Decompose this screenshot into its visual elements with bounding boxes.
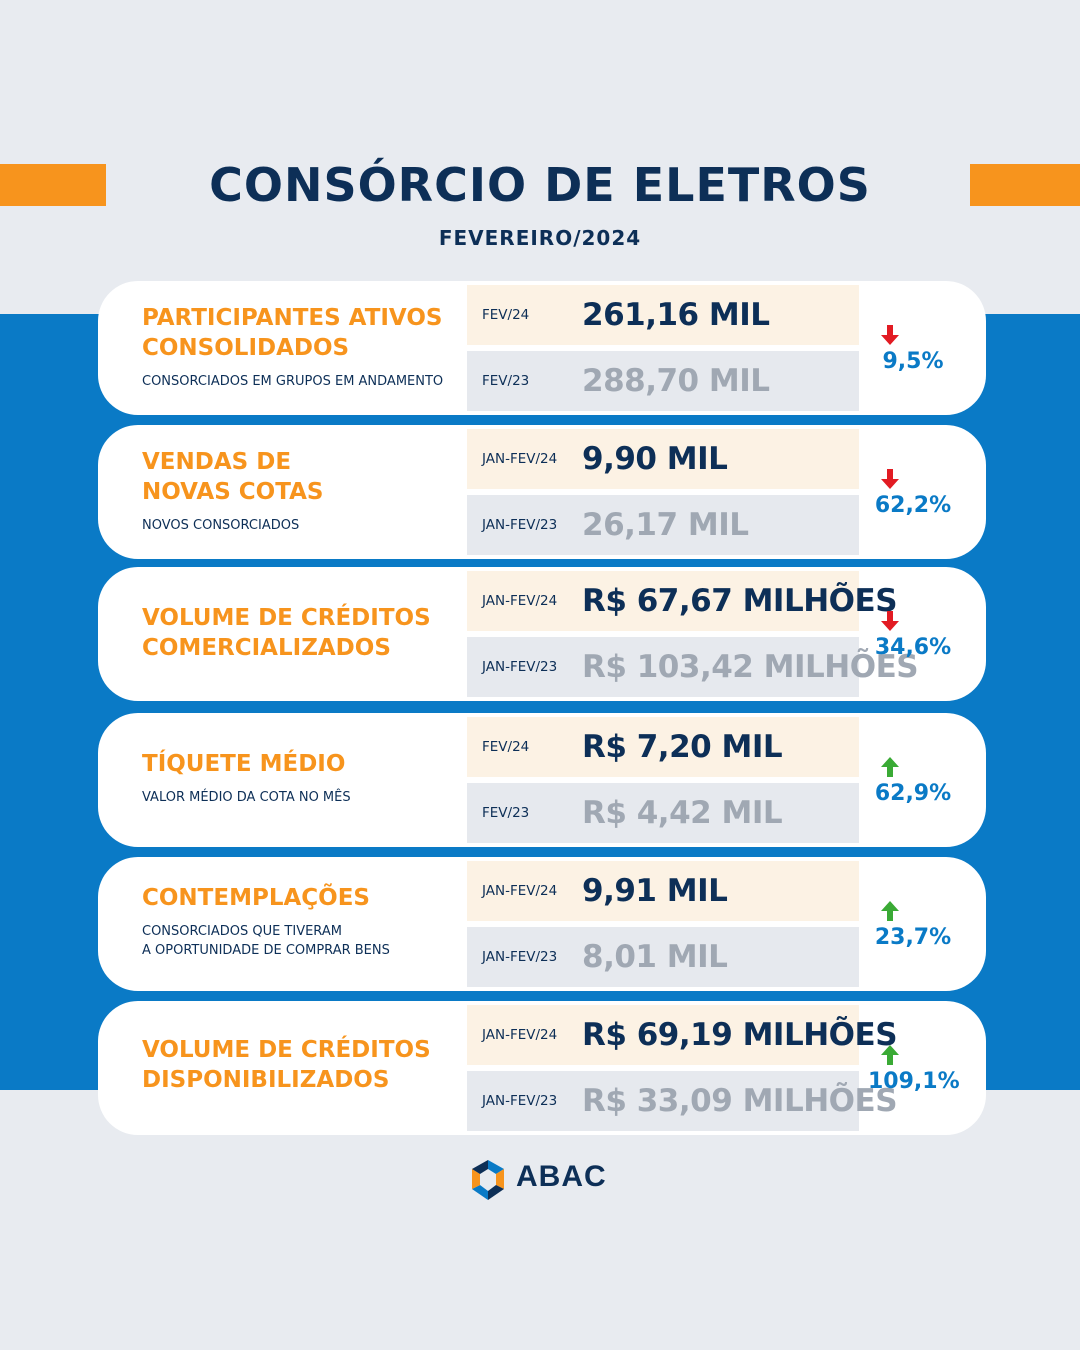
change-percent: 23,7% — [874, 925, 952, 950]
metric-card: VOLUME DE CRÉDITOS DISPONIBILIZADOS JAN-F… — [98, 1001, 986, 1135]
change-percent: 109,1% — [868, 1069, 960, 1094]
current-value: R$ 69,19 MILHÕES — [582, 1017, 898, 1053]
previous-value: R$ 33,09 MILHÕES — [582, 1083, 898, 1119]
current-value: 9,90 MIL — [582, 441, 728, 477]
change-indicator: 62,2% — [868, 425, 976, 559]
arrow-up-icon — [881, 1045, 899, 1065]
current-period: JAN-FEV/24 — [482, 883, 558, 899]
current-row: JAN-FEV/24 R$ 67,67 MILHÕES — [467, 571, 898, 631]
previous-row: FEV/23 R$ 4,42 MIL — [467, 783, 859, 843]
left-orange-accent — [0, 164, 106, 206]
card-label: TÍQUETE MÉDIO VALOR MÉDIO DA COTA NO MÊS — [142, 749, 462, 807]
card-label: CONTEMPLAÇÕES CONSORCIADOS QUE TIVERAM A … — [142, 883, 462, 960]
current-value: R$ 67,67 MILHÕES — [582, 583, 898, 619]
card-description: VALOR MÉDIO DA COTA NO MÊS — [142, 790, 351, 805]
change-indicator: 34,6% — [868, 567, 976, 701]
card-title: VOLUME DE CRÉDITOS DISPONIBILIZADOS — [142, 1037, 431, 1093]
metric-card: PARTICIPANTES ATIVOS CONSOLIDADOS CONSORC… — [98, 281, 986, 415]
current-period: JAN-FEV/24 — [482, 451, 558, 467]
arrow-down-icon — [881, 469, 899, 489]
metric-card: VOLUME DE CRÉDITOS COMERCIALIZADOS JAN-FE… — [98, 567, 986, 701]
current-value: 9,91 MIL — [582, 873, 728, 909]
change-percent: 62,2% — [874, 493, 952, 518]
previous-row: JAN-FEV/23 R$ 103,42 MILHÕES — [467, 637, 919, 697]
right-orange-accent — [970, 164, 1080, 206]
card-description: NOVOS CONSORCIADOS — [142, 518, 300, 533]
change-indicator: 23,7% — [868, 857, 976, 991]
arrow-up-icon — [881, 757, 899, 777]
previous-value: 288,70 MIL — [582, 363, 770, 399]
current-row: FEV/24 261,16 MIL — [467, 285, 859, 345]
change-indicator: 62,9% — [868, 713, 976, 847]
logo-text: ABAC — [516, 1160, 607, 1193]
current-row: JAN-FEV/24 9,90 MIL — [467, 429, 859, 489]
current-row: FEV/24 R$ 7,20 MIL — [467, 717, 859, 777]
previous-row: JAN-FEV/23 26,17 MIL — [467, 495, 859, 555]
page-title: CONSÓRCIO DE ELETROS — [209, 158, 871, 212]
change-indicator: 109,1% — [868, 1001, 976, 1135]
previous-period: JAN-FEV/23 — [482, 1093, 558, 1109]
previous-row: FEV/23 288,70 MIL — [467, 351, 859, 411]
current-period: FEV/24 — [482, 739, 530, 755]
current-period: FEV/24 — [482, 307, 530, 323]
current-row: JAN-FEV/24 9,91 MIL — [467, 861, 859, 921]
previous-value: R$ 4,42 MIL — [582, 795, 783, 831]
previous-value: 8,01 MIL — [582, 939, 728, 975]
previous-row: JAN-FEV/23 8,01 MIL — [467, 927, 859, 987]
card-title: VENDAS DE NOVAS COTAS — [142, 449, 324, 505]
card-title: VOLUME DE CRÉDITOS COMERCIALIZADOS — [142, 605, 431, 661]
metric-card: CONTEMPLAÇÕES CONSORCIADOS QUE TIVERAM A … — [98, 857, 986, 991]
card-title: PARTICIPANTES ATIVOS CONSOLIDADOS — [142, 305, 443, 361]
metric-card: TÍQUETE MÉDIO VALOR MÉDIO DA COTA NO MÊS F… — [98, 713, 986, 847]
arrow-down-icon — [881, 325, 899, 345]
previous-period: JAN-FEV/23 — [482, 659, 558, 675]
previous-period: FEV/23 — [482, 373, 530, 389]
previous-period: JAN-FEV/23 — [482, 949, 558, 965]
metric-card: VENDAS DE NOVAS COTAS NOVOS CONSORCIADOS J… — [98, 425, 986, 559]
abac-logo: ABAC — [466, 1158, 626, 1202]
arrow-up-icon — [881, 901, 899, 921]
card-description: CONSORCIADOS QUE TIVERAM A OPORTUNIDADE … — [142, 924, 390, 958]
current-value: R$ 7,20 MIL — [582, 729, 783, 765]
card-label: VOLUME DE CRÉDITOS DISPONIBILIZADOS — [142, 1035, 462, 1095]
card-label: PARTICIPANTES ATIVOS CONSOLIDADOS CONSORC… — [142, 303, 462, 391]
page-subtitle: FEVEREIRO/2024 — [438, 226, 642, 250]
previous-row: JAN-FEV/23 R$ 33,09 MILHÕES — [467, 1071, 898, 1131]
previous-period: JAN-FEV/23 — [482, 517, 558, 533]
current-value: 261,16 MIL — [582, 297, 770, 333]
current-period: JAN-FEV/24 — [482, 593, 558, 609]
card-label: VOLUME DE CRÉDITOS COMERCIALIZADOS — [142, 603, 462, 663]
current-period: JAN-FEV/24 — [482, 1027, 558, 1043]
card-title: TÍQUETE MÉDIO — [142, 751, 346, 777]
change-percent: 34,6% — [874, 635, 952, 660]
previous-value: R$ 103,42 MILHÕES — [582, 649, 919, 685]
change-indicator: 9,5% — [868, 281, 976, 415]
card-title: CONTEMPLAÇÕES — [142, 885, 370, 911]
arrow-down-icon — [881, 611, 899, 631]
change-percent: 62,9% — [874, 781, 952, 806]
current-row: JAN-FEV/24 R$ 69,19 MILHÕES — [467, 1005, 898, 1065]
card-description: CONSORCIADOS EM GRUPOS EM ANDAMENTO — [142, 374, 444, 389]
abac-logo-icon — [472, 1160, 504, 1200]
change-percent: 9,5% — [882, 349, 944, 374]
previous-period: FEV/23 — [482, 805, 530, 821]
card-label: VENDAS DE NOVAS COTAS NOVOS CONSORCIADOS — [142, 447, 462, 535]
previous-value: 26,17 MIL — [582, 507, 749, 543]
